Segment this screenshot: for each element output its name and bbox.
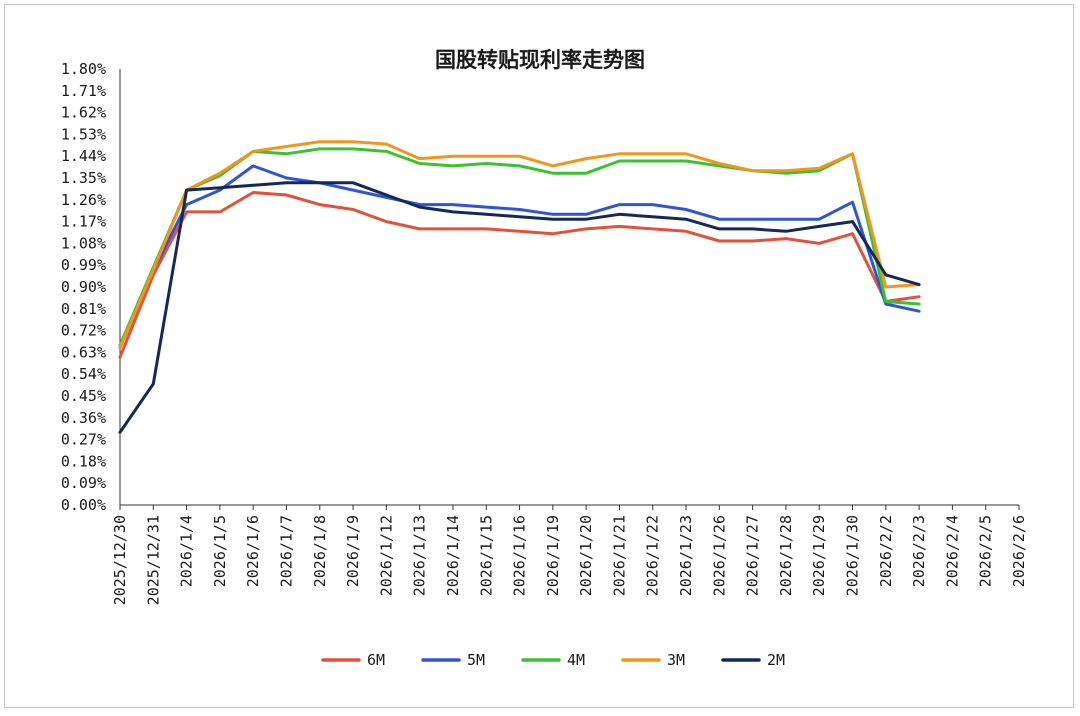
y-tick-label: 0.18%	[61, 452, 106, 470]
x-tick-label: 2026/2/2	[877, 515, 895, 587]
x-tick-label: 2026/1/29	[810, 515, 828, 596]
series-line-2m	[118, 181, 921, 434]
y-tick-label: 0.45%	[61, 387, 106, 405]
y-tick-label: 0.09%	[61, 474, 106, 492]
legend-label-4m: 4M	[567, 651, 585, 669]
chart-frame	[4, 4, 1074, 708]
y-tick-label: 0.36%	[61, 409, 106, 427]
x-tick-label: 2026/1/30	[844, 515, 862, 596]
x-tick-label: 2026/1/9	[344, 515, 362, 587]
x-tick-label: 2026/1/21	[610, 515, 628, 596]
x-tick-label: 2026/1/20	[577, 515, 595, 596]
x-tick-label: 2026/1/4	[178, 515, 196, 587]
series-line-5m	[118, 164, 921, 350]
x-tick-label: 2025/12/30	[111, 515, 129, 605]
x-tick-label: 2026/1/22	[644, 515, 662, 596]
x-tick-label: 2026/1/13	[411, 515, 429, 596]
y-axis-ticks: 0.00% 0.09% 0.18% 0.27% 0.36% 0.45% 0.54% 0.63%…	[61, 60, 106, 514]
series-lines	[118, 140, 921, 434]
y-tick-label: 0.27%	[61, 431, 106, 449]
x-tick-label: 2026/1/14	[444, 515, 462, 596]
y-tick-label: 1.44%	[61, 147, 106, 165]
x-axis-ticks: 2025/12/30 2025/12/31 2026/1/4 2026/1/5 2026…	[111, 505, 1028, 605]
x-tick-label: 2026/2/6	[1010, 515, 1028, 587]
y-tick-label: 0.00%	[61, 496, 106, 514]
legend-label-6m: 6M	[367, 651, 385, 669]
y-tick-label: 1.53%	[61, 125, 106, 143]
chart-title: 国股转贴现利率走势图	[435, 48, 645, 72]
x-tick-label: 2026/1/6	[244, 515, 262, 587]
series-line-3m	[118, 140, 921, 350]
y-tick-label: 1.35%	[61, 169, 106, 187]
legend-label-2m: 2M	[767, 651, 785, 669]
y-tick-label: 1.80%	[61, 60, 106, 78]
y-tick-label: 0.72%	[61, 322, 106, 340]
x-tick-label: 2026/2/3	[910, 515, 928, 587]
x-tick-label: 2026/1/15	[477, 515, 495, 596]
y-tick-label: 1.62%	[61, 104, 106, 122]
y-tick-label: 0.54%	[61, 365, 106, 383]
y-tick-label: 1.08%	[61, 234, 106, 252]
legend-label-5m: 5M	[467, 651, 485, 669]
x-tick-label: 2025/12/31	[144, 515, 162, 605]
y-tick-label: 1.26%	[61, 191, 106, 209]
y-tick-label: 0.99%	[61, 256, 106, 274]
series-line-4m	[118, 147, 921, 347]
x-tick-label: 2026/1/5	[211, 515, 229, 587]
x-tick-label: 2026/1/23	[677, 515, 695, 596]
x-tick-label: 2026/1/16	[511, 515, 529, 596]
y-tick-label: 0.63%	[61, 343, 106, 361]
x-tick-label: 2026/1/27	[744, 515, 762, 596]
x-tick-label: 2026/1/7	[277, 515, 295, 587]
y-tick-label: 0.81%	[61, 300, 106, 318]
x-tick-label: 2026/1/28	[777, 515, 795, 596]
x-tick-label: 2026/1/19	[544, 515, 562, 596]
series-line-6m	[118, 191, 921, 359]
legend: 6M 5M 4M 3M 2M	[321, 651, 785, 669]
x-tick-label: 2026/2/5	[977, 515, 995, 587]
x-tick-label: 2026/1/8	[311, 515, 329, 587]
y-tick-label: 1.71%	[61, 82, 106, 100]
y-tick-label: 1.17%	[61, 213, 106, 231]
x-tick-label: 2026/1/12	[377, 515, 395, 596]
axes	[119, 69, 1019, 506]
y-tick-label: 0.90%	[61, 278, 106, 296]
x-tick-label: 2026/1/26	[710, 515, 728, 596]
legend-label-3m: 3M	[667, 651, 685, 669]
x-tick-label: 2026/2/4	[943, 515, 961, 587]
